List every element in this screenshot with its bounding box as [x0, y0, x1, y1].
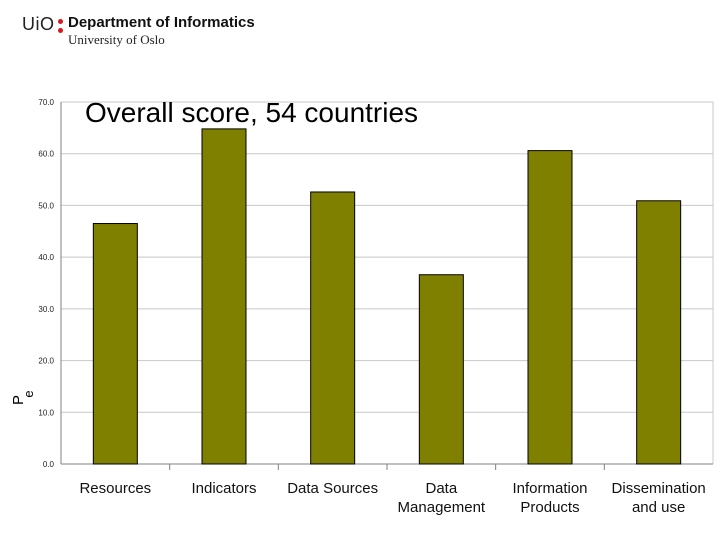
x-category-label: Information [512, 480, 587, 497]
bar [310, 191, 356, 465]
y-tick-label: 30.0 [38, 305, 54, 314]
bar [527, 150, 573, 465]
x-category-label: Management [398, 499, 486, 516]
bar [201, 128, 247, 465]
y-tick-label: 0.0 [43, 460, 55, 469]
x-category-label: Data [425, 480, 457, 497]
bar [418, 274, 464, 465]
logo-colon-icon [58, 16, 64, 36]
y-tick-label: 60.0 [38, 150, 54, 159]
uio-logo: UiO [22, 14, 55, 34]
y-tick-label: 40.0 [38, 253, 54, 262]
x-category-label: Products [520, 499, 579, 516]
chart-title: Overall score, 54 countries [85, 97, 418, 128]
x-category-label: Data Sources [287, 480, 378, 497]
y-axis-label: P [10, 395, 27, 405]
y-tick-label: 10.0 [38, 408, 54, 417]
department-name: Department of Informatics [68, 14, 255, 31]
x-category-label: and use [632, 499, 685, 516]
y-tick-label: 70.0 [38, 98, 54, 107]
y-tick-label: 20.0 [38, 357, 54, 366]
x-category-label: Dissemination [612, 480, 706, 497]
x-category-label: Indicators [191, 480, 256, 497]
bar [636, 200, 682, 465]
bar [92, 223, 138, 465]
university-name: University of Oslo [68, 32, 165, 47]
y-axis-label: e [21, 390, 36, 397]
x-category-label: Resources [79, 480, 151, 497]
y-tick-label: 50.0 [38, 201, 54, 210]
